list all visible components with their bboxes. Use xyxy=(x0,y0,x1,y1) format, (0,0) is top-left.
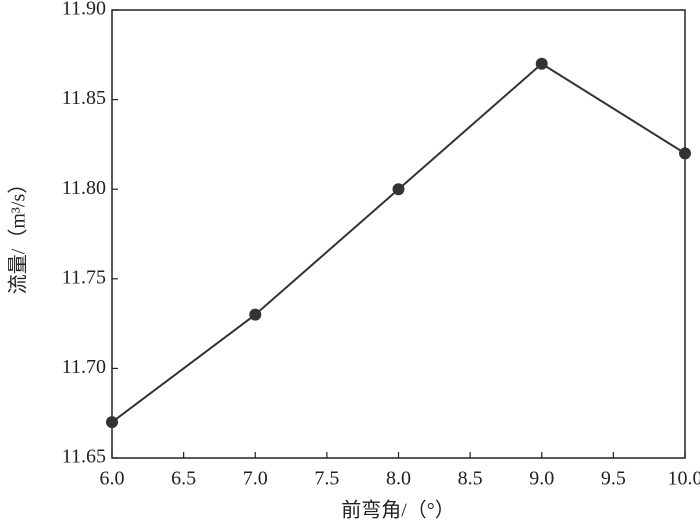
x-tick-label: 6.0 xyxy=(100,468,125,490)
marker xyxy=(679,147,691,160)
marker xyxy=(392,183,405,196)
x-tick-label: 8.0 xyxy=(386,468,411,490)
marker xyxy=(535,57,548,70)
y-tick-label: 11.85 xyxy=(62,87,106,109)
y-tick-label: 11.75 xyxy=(62,266,106,288)
x-axis-label: 前弯角/（°） xyxy=(341,499,455,522)
y-tick-label: 11.65 xyxy=(62,446,106,468)
marker xyxy=(249,308,262,321)
plot-frame xyxy=(111,9,686,459)
y-axis-label: 流量/（m³/s） xyxy=(7,174,30,294)
x-tick-label: 7.0 xyxy=(243,468,268,490)
y-tick-label: 11.70 xyxy=(62,356,106,378)
x-tick-label: 6.5 xyxy=(171,468,196,490)
x-tick-label: 9.5 xyxy=(601,468,626,490)
x-tick-label: 7.5 xyxy=(314,468,339,490)
y-tick-label: 11.90 xyxy=(62,0,106,20)
x-tick-label: 10.0 xyxy=(668,468,700,490)
line xyxy=(111,62,686,423)
marker xyxy=(106,416,118,429)
x-tick-label: 9.0 xyxy=(529,468,554,490)
x-tick-label: 8.5 xyxy=(458,468,483,490)
y-tick-label: 11.80 xyxy=(62,177,106,199)
